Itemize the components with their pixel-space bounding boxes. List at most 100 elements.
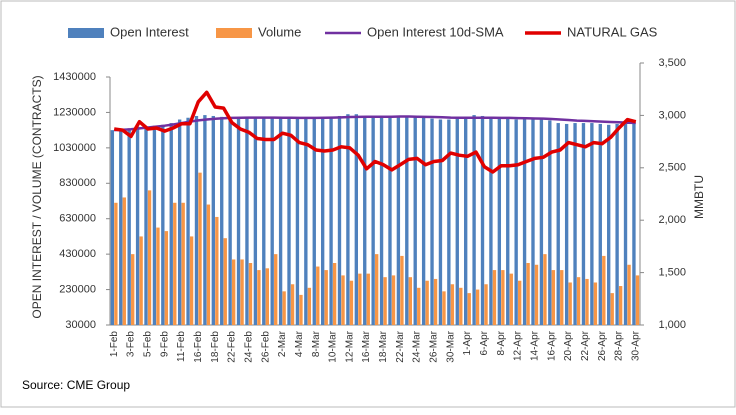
y-tick-label: 30000 — [65, 319, 96, 331]
bar — [231, 259, 236, 325]
bar — [363, 115, 367, 325]
bar — [618, 286, 623, 325]
bar — [590, 123, 594, 325]
x-tick-label: 18-Mar — [378, 330, 389, 362]
bar — [248, 263, 253, 325]
x-tick-label: 8-Mar — [311, 330, 322, 357]
x-tick-label: 22-Apr — [580, 330, 591, 361]
bar — [346, 114, 350, 325]
bar — [526, 263, 530, 325]
bar — [139, 236, 143, 325]
bar — [413, 116, 417, 325]
source: Source: CME Group — [22, 378, 130, 392]
bar — [299, 294, 303, 325]
x-tick-label: 2-Mar — [277, 330, 288, 357]
bar — [408, 277, 413, 325]
bar — [198, 172, 202, 325]
bar — [556, 123, 560, 325]
bar — [459, 287, 463, 325]
bar — [131, 254, 135, 325]
bar — [349, 280, 354, 325]
bar — [489, 117, 493, 325]
x-tick-label: 1-Feb — [109, 331, 120, 358]
bar — [514, 119, 518, 325]
bar — [312, 117, 316, 325]
bar — [223, 238, 227, 325]
y-tick-label: 1430000 — [53, 71, 96, 83]
bar — [627, 264, 631, 325]
bar — [253, 117, 258, 325]
legend-label: Volume — [258, 24, 301, 39]
bar — [295, 118, 300, 325]
bar — [127, 128, 131, 325]
bar — [135, 126, 140, 325]
bar — [307, 287, 312, 325]
x-tick-label: 11-Feb — [176, 331, 187, 362]
bar — [480, 115, 485, 325]
bar — [337, 115, 342, 325]
bar — [581, 123, 586, 325]
bar — [156, 227, 160, 325]
bar — [215, 216, 219, 325]
bar — [610, 293, 614, 325]
bar — [391, 275, 396, 325]
bar — [278, 117, 283, 325]
bar — [615, 123, 619, 325]
bar — [388, 116, 392, 325]
x-tick-label: 22-Feb — [227, 331, 238, 363]
x-tick-label: 24-Mar — [412, 330, 423, 362]
bar — [173, 202, 177, 325]
bar — [147, 190, 152, 325]
x-tick-label: 1-Apr — [462, 330, 473, 355]
bar — [110, 130, 115, 325]
line — [113, 90, 637, 174]
bar — [598, 123, 602, 325]
bar — [602, 255, 606, 325]
bar — [405, 115, 409, 325]
bar — [484, 284, 488, 325]
bar — [475, 289, 480, 325]
bar — [203, 115, 207, 325]
bar — [119, 131, 123, 325]
bar — [531, 119, 535, 325]
bar — [623, 123, 628, 325]
bar — [543, 254, 547, 325]
bar — [177, 119, 182, 325]
y-tick-label: 230000 — [59, 283, 96, 295]
x-tick-label: 16-Apr — [546, 330, 557, 361]
bar — [430, 118, 434, 325]
bar — [534, 264, 539, 325]
bar — [358, 273, 362, 325]
y2-tick-label: 3,000 — [658, 109, 686, 121]
bar — [564, 123, 569, 325]
bar — [228, 117, 232, 325]
bar — [551, 270, 556, 325]
bar — [270, 117, 274, 325]
bar — [593, 282, 598, 325]
bar — [304, 118, 308, 325]
x-tick-label: 12-Mar — [344, 330, 355, 362]
bar — [181, 202, 185, 325]
legend-label: Open Interest 10d-SMA — [367, 24, 504, 39]
bar — [501, 270, 505, 325]
bar — [122, 197, 126, 325]
bar — [400, 255, 404, 325]
x-tick-label: 3-Feb — [126, 331, 137, 358]
y-axis-label: OPEN INTEREST / VOLUME (CONTRACTS) — [30, 75, 44, 318]
y2-tick-label: 1,000 — [658, 319, 686, 331]
bar — [522, 118, 527, 325]
bar — [211, 115, 215, 325]
bar — [467, 293, 471, 325]
bar — [442, 291, 446, 325]
bar — [492, 270, 497, 325]
x-tick-label: 30-Apr — [630, 330, 641, 361]
bar — [265, 268, 269, 325]
legend-swatch — [216, 28, 252, 38]
bar — [632, 123, 636, 325]
bar — [560, 270, 564, 325]
y2-tick-label: 3,500 — [658, 57, 686, 69]
bar — [497, 118, 502, 325]
bar — [506, 118, 510, 325]
legend-swatch — [68, 28, 104, 38]
bar — [316, 266, 320, 325]
